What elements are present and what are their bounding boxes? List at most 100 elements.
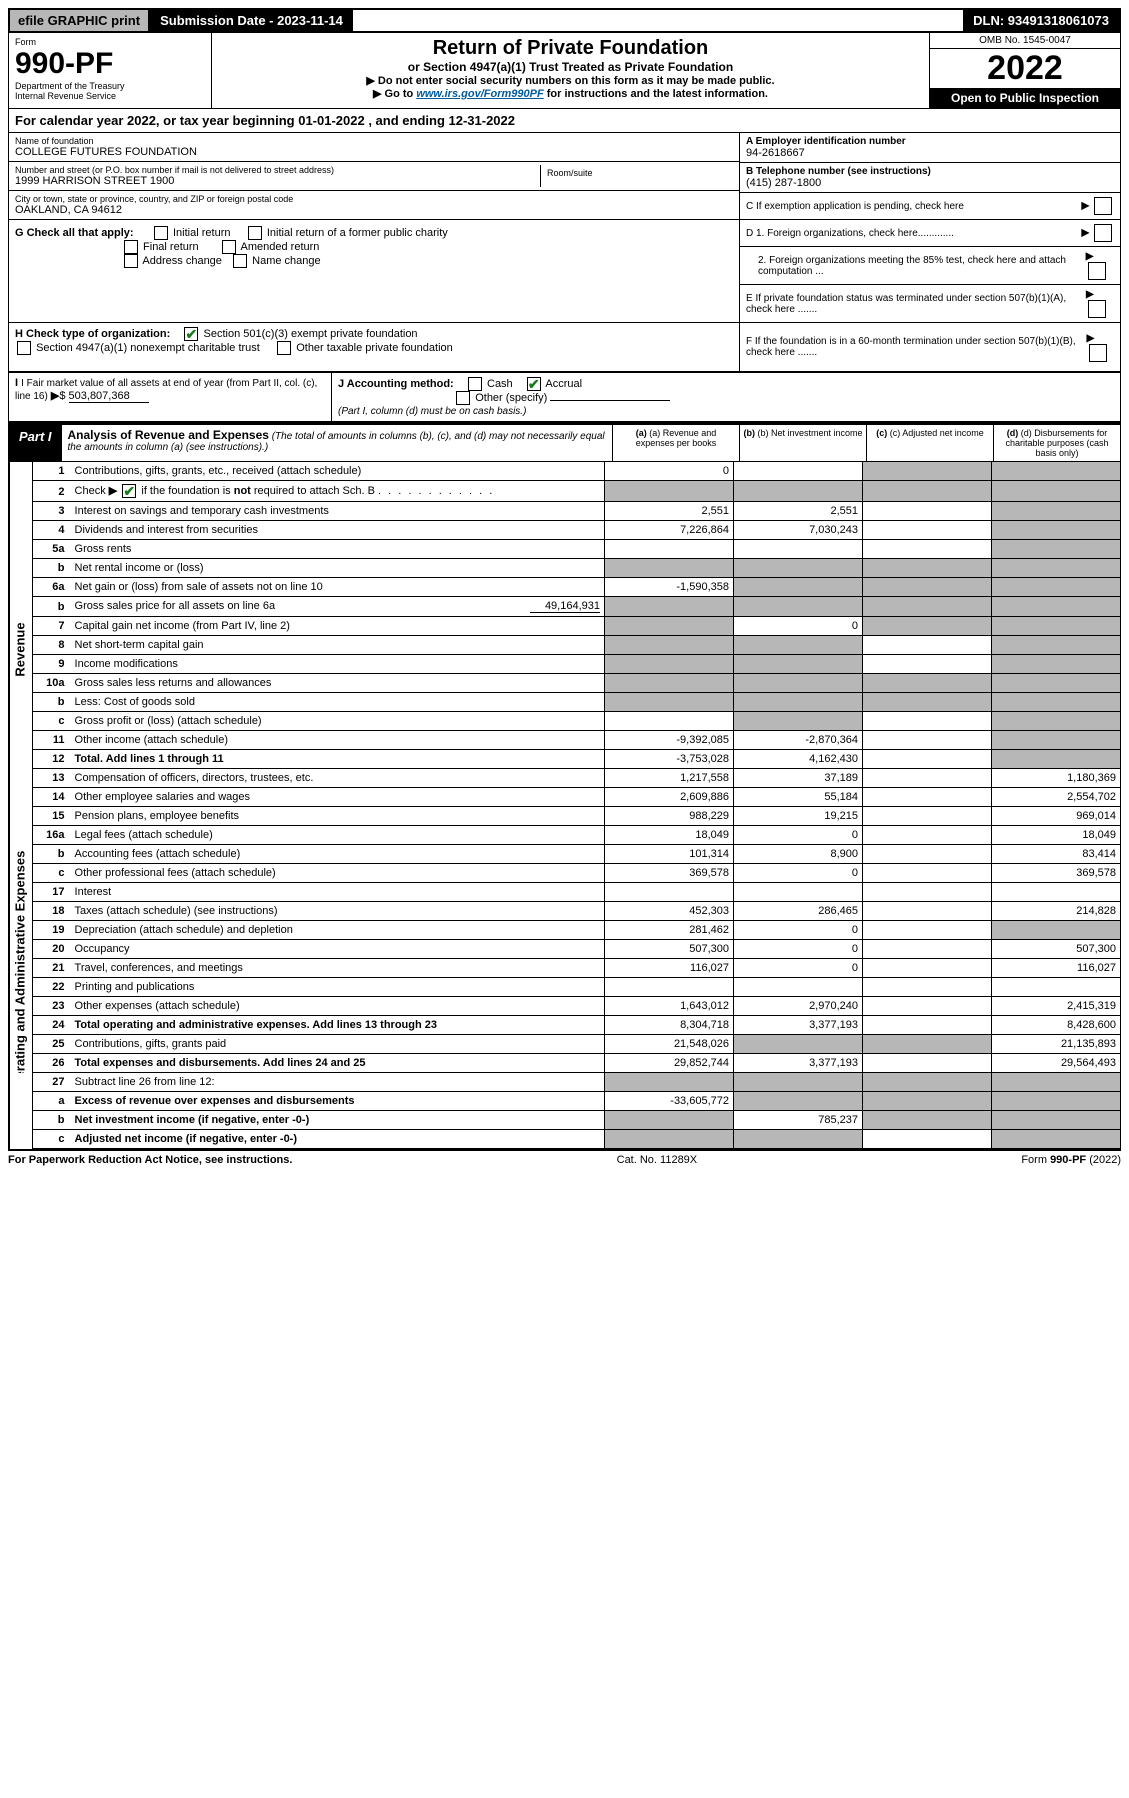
col-c-value <box>863 462 992 481</box>
g-opt-name: Name change <box>252 255 321 267</box>
col-a-value: 2,551 <box>605 502 734 521</box>
col-a-value: 281,462 <box>605 921 734 940</box>
line-number: 2 <box>33 481 71 502</box>
g-amended-checkbox[interactable] <box>222 240 236 254</box>
line-number: 8 <box>33 636 71 655</box>
line-number: 9 <box>33 655 71 674</box>
col-c-value <box>863 521 992 540</box>
col-c-value <box>863 559 992 578</box>
col-b-value <box>734 481 863 502</box>
form-title: Return of Private Foundation <box>216 37 925 60</box>
g-initial-former-checkbox[interactable] <box>248 226 262 240</box>
table-row: 4 Dividends and interest from securities… <box>33 521 1120 540</box>
j-accrual-checkbox[interactable] <box>527 377 541 391</box>
line-number: 10a <box>33 674 71 693</box>
table-row: 17 Interest <box>33 883 1120 902</box>
col-a-value: 21,548,026 <box>605 1035 734 1054</box>
h-4947-checkbox[interactable] <box>17 341 31 355</box>
h-opt2: Section 4947(a)(1) nonexempt charitable … <box>36 342 260 354</box>
col-b-value <box>734 883 863 902</box>
col-a-value: -9,392,085 <box>605 731 734 750</box>
part1-title: Analysis of Revenue and Expenses <box>68 428 269 442</box>
col-b-value: -2,870,364 <box>734 731 863 750</box>
instructions-link[interactable]: www.irs.gov/Form990PF <box>416 88 543 100</box>
table-row: c Adjusted net income (if negative, ente… <box>33 1130 1120 1149</box>
table-row: 19 Depreciation (attach schedule) and de… <box>33 921 1120 940</box>
table-row: 10a Gross sales less returns and allowan… <box>33 674 1120 693</box>
col-a-value: 18,049 <box>605 826 734 845</box>
col-d-value: 18,049 <box>992 826 1121 845</box>
col-b-value: 0 <box>734 959 863 978</box>
e-checkbox[interactable] <box>1088 300 1106 318</box>
col-c-value <box>863 1073 992 1092</box>
g-opt-address: Address change <box>142 255 222 267</box>
col-d-value <box>992 1130 1121 1149</box>
col-a-value: 369,578 <box>605 864 734 883</box>
j-other-checkbox[interactable] <box>456 391 470 405</box>
col-d-value: 369,578 <box>992 864 1121 883</box>
open-inspection: Open to Public Inspection <box>930 88 1120 108</box>
f-checkbox[interactable] <box>1089 344 1107 362</box>
topbar-left: efile GRAPHIC print Submission Date - 20… <box>10 10 353 31</box>
g-initial-checkbox[interactable] <box>154 226 168 240</box>
line-number: 4 <box>33 521 71 540</box>
j-cash-checkbox[interactable] <box>468 377 482 391</box>
table-row: 25 Contributions, gifts, grants paid 21,… <box>33 1035 1120 1054</box>
col-c-value <box>863 807 992 826</box>
line-desc: Excess of revenue over expenses and disb… <box>71 1092 605 1111</box>
line-desc: Other professional fees (attach schedule… <box>71 864 605 883</box>
line-number: c <box>33 712 71 731</box>
efile-print-button[interactable]: efile GRAPHIC print <box>10 10 150 31</box>
col-b-value: 3,377,193 <box>734 1054 863 1073</box>
table-row: 26 Total expenses and disbursements. Add… <box>33 1054 1120 1073</box>
ij-row: I I Fair market value of all assets at e… <box>8 373 1121 423</box>
col-b-value: 0 <box>734 940 863 959</box>
g-name-checkbox[interactable] <box>233 254 247 268</box>
j-other: Other (specify) <box>475 392 547 404</box>
line-number: b <box>33 559 71 578</box>
h-other-checkbox[interactable] <box>277 341 291 355</box>
form-header: Form 990-PF Department of the Treasury I… <box>8 33 1121 109</box>
line-desc: Occupancy <box>71 940 605 959</box>
col-d-value: 29,564,493 <box>992 1054 1121 1073</box>
col-d-value <box>992 750 1121 769</box>
d1-checkbox[interactable] <box>1094 224 1112 242</box>
line-number: 12 <box>33 750 71 769</box>
line-number: b <box>33 845 71 864</box>
table-row: c Gross profit or (loss) (attach schedul… <box>33 712 1120 731</box>
page-footer: For Paperwork Reduction Act Notice, see … <box>8 1150 1121 1169</box>
top-bar: efile GRAPHIC print Submission Date - 20… <box>8 8 1121 33</box>
line-number: 22 <box>33 978 71 997</box>
col-a-value <box>605 674 734 693</box>
h-opt3: Other taxable private foundation <box>296 342 453 354</box>
col-d-value: 21,135,893 <box>992 1035 1121 1054</box>
line-number: 11 <box>33 731 71 750</box>
line-desc: Net short-term capital gain <box>71 636 605 655</box>
col-a-value <box>605 883 734 902</box>
d1-label: D 1. Foreign organizations, check here..… <box>746 228 954 239</box>
line-desc: Net investment income (if negative, ente… <box>71 1111 605 1130</box>
g-address-checkbox[interactable] <box>124 254 138 268</box>
d2-checkbox[interactable] <box>1088 262 1106 280</box>
c-checkbox[interactable] <box>1094 197 1112 215</box>
submission-date: Submission Date - 2023-11-14 <box>150 10 353 31</box>
col-c-value <box>863 617 992 636</box>
city-label: City or town, state or province, country… <box>15 194 733 204</box>
col-a-value: 452,303 <box>605 902 734 921</box>
col-c-value <box>863 826 992 845</box>
tax-year: 2022 <box>930 49 1120 88</box>
col-c-value <box>863 788 992 807</box>
col-d-value: 116,027 <box>992 959 1121 978</box>
h-501c3-checkbox[interactable] <box>184 327 198 341</box>
line-desc: Net rental income or (loss) <box>71 559 605 578</box>
year-box: OMB No. 1545-0047 2022 Open to Public In… <box>929 33 1120 108</box>
g-final-checkbox[interactable] <box>124 240 138 254</box>
col-c-value <box>863 693 992 712</box>
col-d-value <box>992 883 1121 902</box>
col-d-value <box>992 617 1121 636</box>
table-row: c Other professional fees (attach schedu… <box>33 864 1120 883</box>
col-b-value <box>734 540 863 559</box>
col-b-value: 3,377,193 <box>734 1016 863 1035</box>
ein-value: 94-2618667 <box>746 147 1114 159</box>
col-c-value <box>863 540 992 559</box>
